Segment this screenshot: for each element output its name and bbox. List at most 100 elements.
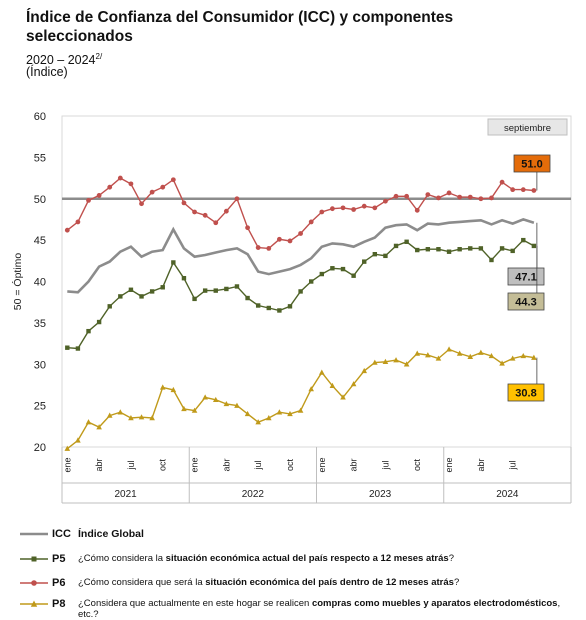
data-point <box>149 189 155 195</box>
data-point <box>75 219 81 225</box>
data-point <box>86 328 91 334</box>
y-tick-label: 40 <box>34 277 46 289</box>
data-point <box>436 195 441 201</box>
x-tick-label: abr <box>94 458 104 471</box>
subtitle-footnote: 2/ <box>95 52 103 61</box>
data-point <box>308 279 314 284</box>
data-point <box>393 357 399 363</box>
data-point <box>297 407 304 413</box>
data-point <box>213 288 218 293</box>
data-point <box>531 188 537 193</box>
data-point <box>489 195 494 201</box>
x-tick-label: jul <box>253 460 263 470</box>
legend-text-plain: ¿Cómo considera la <box>78 553 166 564</box>
data-point <box>372 205 378 211</box>
data-point <box>414 350 421 356</box>
data-point <box>244 410 251 417</box>
series-p5 <box>65 237 537 351</box>
data-point <box>277 308 282 313</box>
end-label-box-p6 <box>513 154 551 173</box>
data-point <box>361 367 368 374</box>
data-point <box>128 287 134 292</box>
series-p8 <box>64 346 537 451</box>
end-label-p8: 30.8 <box>515 388 536 400</box>
data-point <box>520 352 527 359</box>
data-point <box>181 200 187 206</box>
year-label: 2024 <box>496 489 519 500</box>
data-point <box>107 184 113 190</box>
data-point <box>85 419 92 425</box>
data-point <box>202 394 208 400</box>
series-line-p8 <box>66 348 535 450</box>
x-tick-label: oct <box>412 459 422 472</box>
legend-code: P6 <box>52 577 66 589</box>
legend-item-icc: ICC Índice Global <box>18 528 578 540</box>
data-point <box>149 289 155 294</box>
data-point <box>298 289 303 294</box>
end-label-box-icc <box>507 267 545 286</box>
series-icc <box>67 218 535 294</box>
legend-code: ICC <box>52 528 71 540</box>
data-point <box>213 220 219 226</box>
data-point <box>404 239 409 244</box>
data-point <box>149 415 155 421</box>
data-point <box>107 304 112 309</box>
data-point <box>192 296 197 302</box>
data-point <box>202 288 208 293</box>
data-point <box>181 275 187 281</box>
data-point <box>255 303 261 308</box>
legend-text-plain: ¿Considera que actualmente en este hogar… <box>78 598 312 609</box>
data-point <box>117 409 124 415</box>
y-tick-label: 50 <box>34 194 46 206</box>
data-point <box>276 409 283 415</box>
y-tick-label: 55 <box>34 152 46 164</box>
data-point <box>160 184 166 190</box>
data-point <box>372 251 378 257</box>
data-point <box>287 410 293 417</box>
legend-item-p8: P8 ¿Considera que actualmente en este hog… <box>18 598 578 620</box>
data-point <box>436 247 441 252</box>
y-tick-label: 30 <box>34 359 46 371</box>
legend: ICC Índice Global P5 ¿Cómo considera la sit… <box>18 520 586 620</box>
data-point <box>171 260 176 265</box>
x-tick-label: jul <box>508 460 518 470</box>
data-point <box>456 350 463 356</box>
data-point <box>415 247 420 253</box>
data-point <box>520 187 526 193</box>
legend-text-plain: ? <box>453 577 460 588</box>
data-point <box>159 384 166 390</box>
data-point <box>245 295 250 301</box>
data-point <box>510 187 516 193</box>
data-point <box>192 209 197 215</box>
data-point <box>139 294 144 299</box>
legend-item-p6: P6 ¿Cómo considera que será la situación … <box>18 577 578 589</box>
x-tick-label: jul <box>380 460 390 470</box>
series-line-p5 <box>67 239 535 350</box>
data-point <box>86 198 91 203</box>
data-point <box>276 236 282 242</box>
last-month-box <box>487 118 568 136</box>
data-point <box>139 201 144 207</box>
data-point <box>467 353 474 360</box>
data-point <box>340 205 346 211</box>
data-point <box>531 354 537 360</box>
chart-subtitle: 2020 – 20242/ <box>26 49 102 68</box>
data-point <box>467 194 473 200</box>
data-point <box>468 246 473 251</box>
series-p6 <box>64 175 537 251</box>
data-point <box>393 193 399 199</box>
data-point <box>329 382 336 388</box>
data-point <box>308 386 314 392</box>
data-point <box>255 245 261 250</box>
data-point <box>106 412 113 418</box>
y-tick-label: 25 <box>34 401 46 413</box>
data-point <box>170 386 177 393</box>
end-label-box-p8 <box>507 383 545 402</box>
legend-text-bold: compras como muebles y aparatos electrod… <box>311 598 558 609</box>
legend-text: ¿Considera que actualmente en este hogar… <box>78 598 578 620</box>
legend-item-p5: P5 ¿Cómo considera la situación económica… <box>18 553 578 565</box>
data-point <box>457 247 462 252</box>
data-point <box>383 253 388 259</box>
plot-frame <box>61 115 572 448</box>
data-point <box>403 361 410 367</box>
